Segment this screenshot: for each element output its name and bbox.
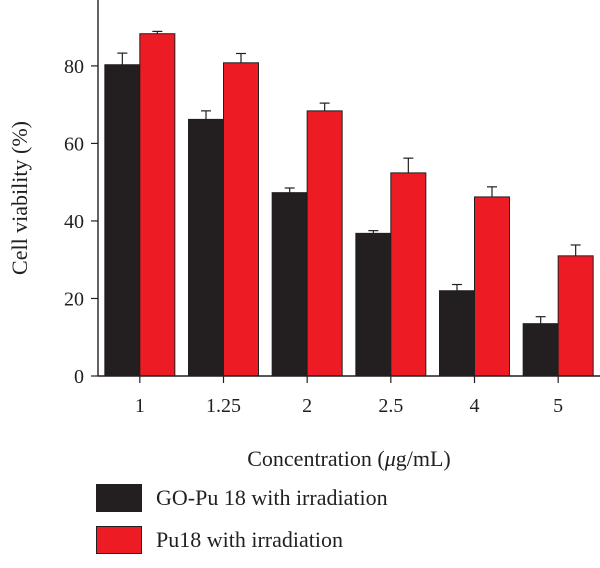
x-axis-title-mu: μ: [384, 446, 396, 471]
x-tick-label: 2: [302, 395, 312, 417]
y-tick-label: 60: [64, 133, 84, 155]
bar-pu18-5: [557, 255, 594, 377]
bar-pu18-1: [139, 33, 176, 377]
plot-area: 1 1.25 2 2.5 4 5 0 20 40 60 80: [64, 0, 600, 417]
bar-go-pu18-4: [439, 290, 475, 377]
legend-label: Pu18 with irradiation: [156, 527, 343, 552]
y-tick-label: 80: [64, 56, 84, 78]
x-tick-label: 5: [553, 395, 563, 417]
x-tick-label: 1: [135, 395, 145, 417]
bar-pu18-2.5: [390, 172, 427, 377]
legend-swatch-red: [96, 526, 142, 554]
bar-go-pu18-1: [104, 64, 141, 377]
legend-item-pu18: Pu18 with irradiation: [96, 526, 388, 554]
bar-go-pu18-2.5: [355, 232, 392, 377]
bar-pu18-2: [306, 110, 343, 377]
bar-go-pu18-2: [271, 192, 308, 377]
x-axis-title: Concentration (μg/mL): [247, 446, 451, 471]
bar-go-pu18-1.25: [188, 118, 224, 377]
y-axis-title: Cell viability (%): [7, 121, 32, 275]
legend-item-go-pu18: GO-Pu 18 with irradiation: [96, 484, 388, 512]
x-axis-title-suffix: g/mL): [396, 446, 451, 471]
legend-swatch-black: [96, 484, 142, 512]
y-tick-label: 40: [64, 211, 84, 233]
x-tick-label: 1.25: [206, 395, 241, 417]
x-tick-label: 2.5: [378, 395, 403, 417]
y-tick-label: 20: [64, 288, 84, 310]
x-tick-label: 4: [470, 395, 480, 417]
y-tick-label: 0: [74, 366, 84, 388]
bar-pu18-1.25: [223, 62, 259, 377]
legend: GO-Pu 18 with irradiation Pu18 with irra…: [96, 484, 388, 568]
x-axis-title-prefix: Concentration (: [247, 446, 384, 471]
legend-label: GO-Pu 18 with irradiation: [156, 485, 388, 510]
bar-go-pu18-5: [522, 323, 559, 377]
bar-pu18-4: [474, 196, 510, 377]
